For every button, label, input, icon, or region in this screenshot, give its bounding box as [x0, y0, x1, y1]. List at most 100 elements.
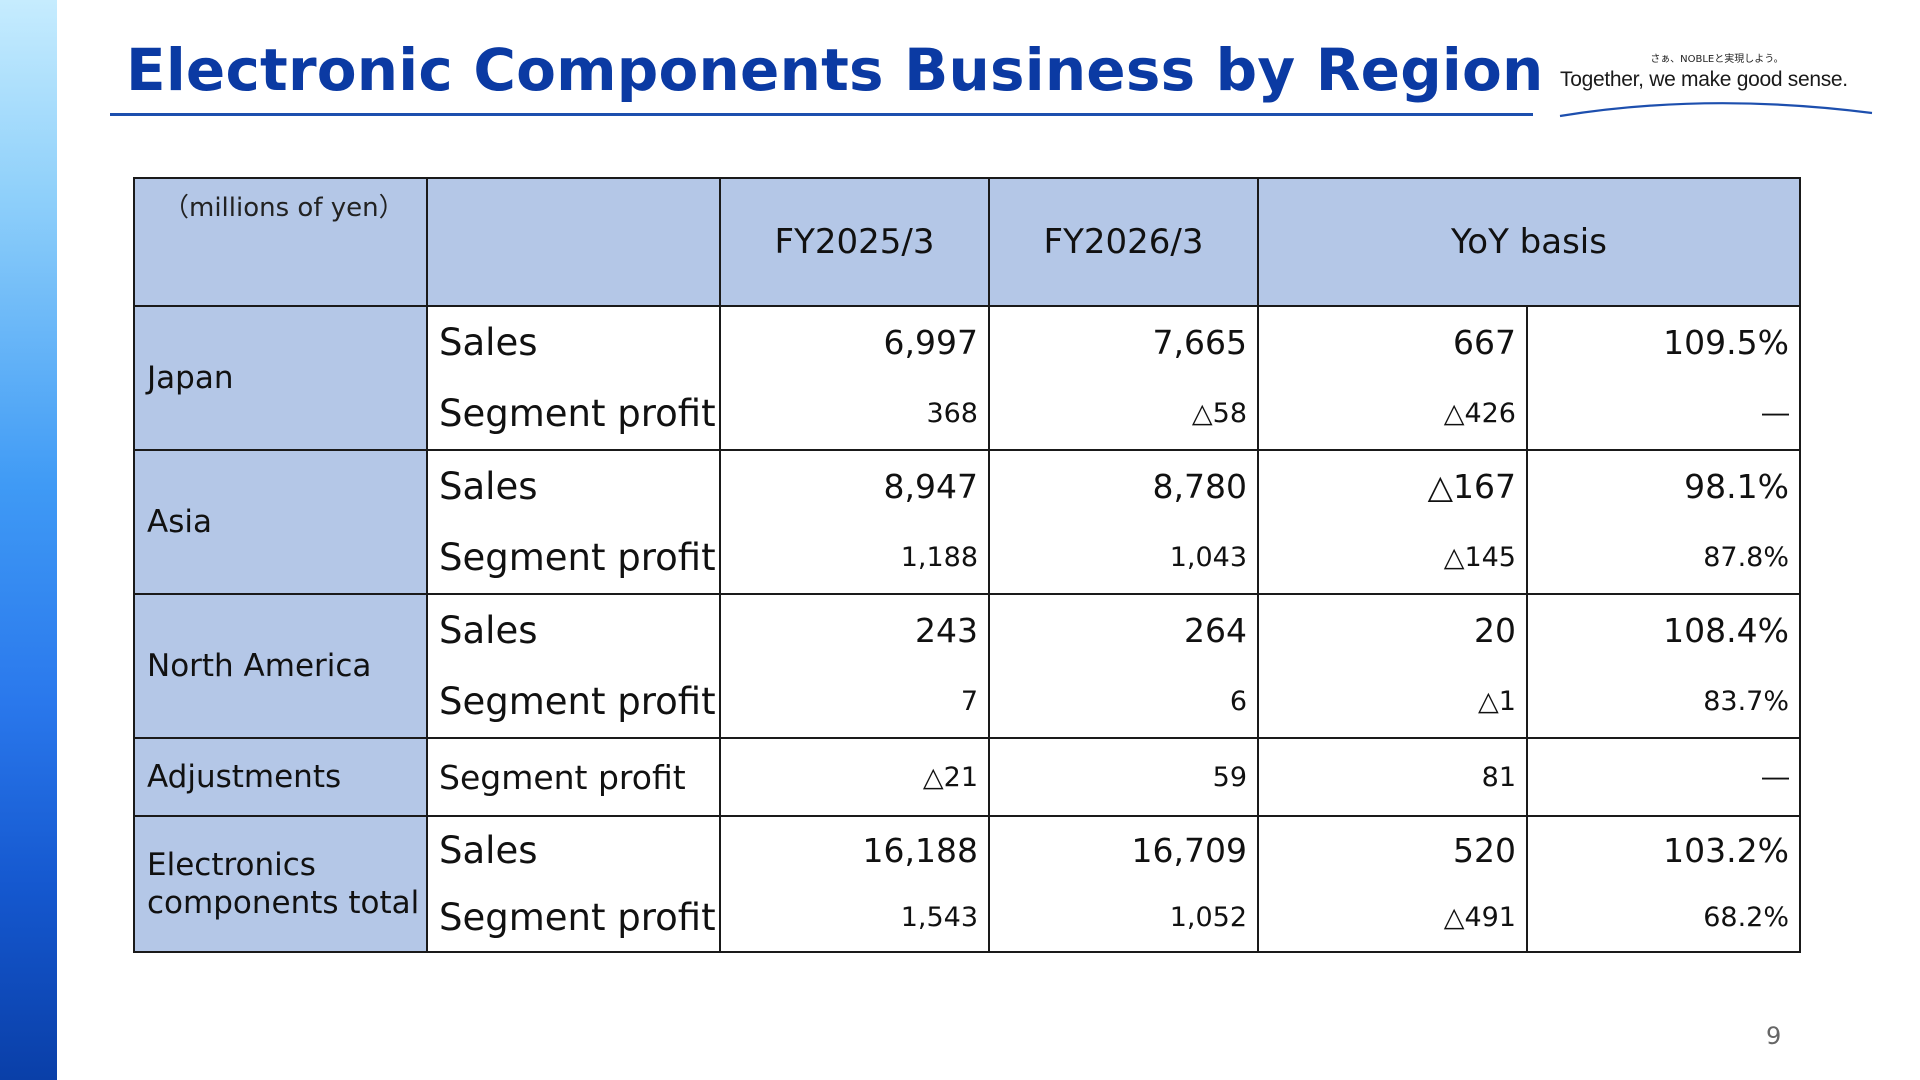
value-segment-profit: △1 [1478, 686, 1516, 717]
yoy-diff-cell: 667 △426 [1257, 305, 1528, 451]
item-labels-cell: Sales Segment profit [426, 815, 721, 953]
value-sales: 7,665 [1152, 323, 1247, 362]
region-cell-japan: Japan [133, 305, 428, 451]
value-sales: 108.4% [1663, 611, 1790, 650]
table-row-japan: Japan Sales Segment profit 6,997 368 7,6… [133, 305, 1802, 451]
fy-prev-cell: 6,997 368 [719, 305, 990, 451]
value-segment-profit: △145 [1443, 542, 1516, 573]
row-label-segment-profit: Segment profit [439, 392, 716, 435]
yoy-header: YoY basis [1256, 177, 1802, 307]
fy-prev-header: FY2025/3 [719, 177, 990, 307]
region-label: Adjustments [147, 759, 342, 795]
item-labels-cell: Sales Segment profit [426, 449, 721, 595]
value-segment-profit: 368 [926, 398, 978, 429]
value-segment-profit: △58 [1191, 398, 1247, 429]
title-underline [110, 113, 1533, 116]
region-label: Asia [147, 504, 212, 540]
value-sales: 8,947 [883, 467, 978, 506]
value-segment-profit: △426 [1443, 398, 1516, 429]
value-segment-profit: 83.7% [1703, 686, 1790, 717]
value-segment-profit: 1,543 [900, 901, 978, 933]
value-sales: 6,997 [883, 323, 978, 362]
value-segment-profit: 6 [1229, 686, 1247, 717]
fy-prev-cell: 243 7 [719, 593, 990, 739]
side-gradient-bar [0, 0, 57, 1080]
region-label: Japan [147, 360, 234, 396]
fy-prev-cell: △21 [719, 737, 990, 817]
value-segment-profit: 68.2% [1703, 901, 1790, 933]
value-sales: 520 [1453, 830, 1516, 870]
value-sales: 8,780 [1152, 467, 1247, 506]
region-label: Electronics components total [147, 847, 420, 921]
units-header-cell: （millions of yen） [133, 177, 428, 307]
logo-tagline-en: Together, we make good sense. [1560, 68, 1848, 91]
fy-curr-cell: 7,665 △58 [988, 305, 1259, 451]
value-segment-profit: △491 [1443, 901, 1516, 933]
value-sales: 264 [1184, 611, 1247, 650]
value-sales: 103.2% [1663, 830, 1790, 870]
yoy-ratio-cell: 103.2% 68.2% [1525, 815, 1802, 953]
row-label-segment-profit: Segment profit [439, 895, 716, 939]
value-segment-profit: 59 [1212, 761, 1247, 793]
region-cell-north-america: North America [133, 593, 428, 739]
region-label: North America [147, 648, 372, 684]
item-labels-cell: Sales Segment profit [426, 305, 721, 451]
fy-curr-cell: 59 [988, 737, 1259, 817]
row-label-sales: Sales [439, 321, 538, 364]
value-segment-profit: 1,052 [1169, 901, 1247, 933]
value-sales: 109.5% [1663, 323, 1790, 362]
region-cell-adjustments: Adjustments [133, 737, 428, 817]
table-row-adjustments: Adjustments Segment profit △21 59 81 ― [133, 737, 1802, 817]
row-label-sales: Sales [439, 465, 538, 508]
table-row-asia: Asia Sales Segment profit 8,947 1,188 8,… [133, 449, 1802, 595]
units-label: （millions of yen） [163, 193, 405, 223]
yoy-ratio-cell: 108.4% 83.7% [1525, 593, 1802, 739]
item-labels-cell: Sales Segment profit [426, 593, 721, 739]
page-number: 9 [1766, 1022, 1782, 1050]
yoy-diff-cell: 520 △491 [1257, 815, 1528, 953]
yoy-diff-cell: △167 △145 [1257, 449, 1528, 595]
value-sales: 667 [1453, 323, 1516, 362]
row-label-sales: Sales [439, 828, 538, 872]
value-sales: 20 [1474, 611, 1516, 650]
value-sales: 16,188 [862, 830, 978, 870]
fy-curr-cell: 16,709 1,052 [988, 815, 1259, 953]
row-label-segment-profit: Segment profit [439, 757, 686, 797]
fy-prev-cell: 8,947 1,188 [719, 449, 990, 595]
slide-title: Electronic Components Business by Region [126, 36, 1544, 104]
row-label-sales: Sales [439, 609, 538, 652]
yoy-ratio-cell: 109.5% ― [1525, 305, 1802, 451]
region-cell-asia: Asia [133, 449, 428, 595]
value-segment-profit: 81 [1481, 761, 1516, 793]
value-segment-profit: 1,188 [900, 542, 978, 573]
region-cell-total: Electronics components total [133, 815, 428, 953]
value-segment-profit: 7 [960, 686, 978, 717]
logo-swoosh-icon [1559, 102, 1873, 118]
value-sales: 16,709 [1131, 830, 1247, 870]
fy-curr-header: FY2026/3 [988, 177, 1259, 307]
yoy-ratio-cell: 98.1% 87.8% [1525, 449, 1802, 595]
fy-curr-cell: 8,780 1,043 [988, 449, 1259, 595]
yoy-ratio-cell: ― [1525, 737, 1802, 817]
row-label-segment-profit: Segment profit [439, 680, 716, 723]
yoy-diff-cell: 20 △1 [1257, 593, 1528, 739]
table-row-north-america: North America Sales Segment profit 243 7… [133, 593, 1802, 739]
value-segment-profit: 87.8% [1703, 542, 1790, 573]
logo-tagline-jp: さぁ、NOBLEと実現しよう。 [1650, 54, 1784, 65]
row-label-segment-profit: Segment profit [439, 536, 716, 579]
item-labels-cell: Segment profit [426, 737, 721, 817]
yoy-diff-cell: 81 [1257, 737, 1528, 817]
value-segment-profit: ― [1762, 761, 1790, 793]
value-segment-profit: △21 [922, 761, 978, 793]
table-row-total: Electronics components total Sales Segme… [133, 815, 1802, 953]
value-segment-profit: ― [1762, 398, 1790, 429]
value-sales: 243 [915, 611, 978, 650]
fy-curr-cell: 264 6 [988, 593, 1259, 739]
value-sales: 98.1% [1684, 467, 1790, 506]
regional-results-table: （millions of yen） FY2025/3 FY2026/3 YoY … [133, 177, 1802, 953]
item-header-cell [426, 177, 721, 307]
fy-prev-cell: 16,188 1,543 [719, 815, 990, 953]
value-segment-profit: 1,043 [1169, 542, 1247, 573]
value-sales: △167 [1427, 467, 1516, 506]
header-row: （millions of yen） FY2025/3 FY2026/3 YoY … [133, 177, 1802, 307]
